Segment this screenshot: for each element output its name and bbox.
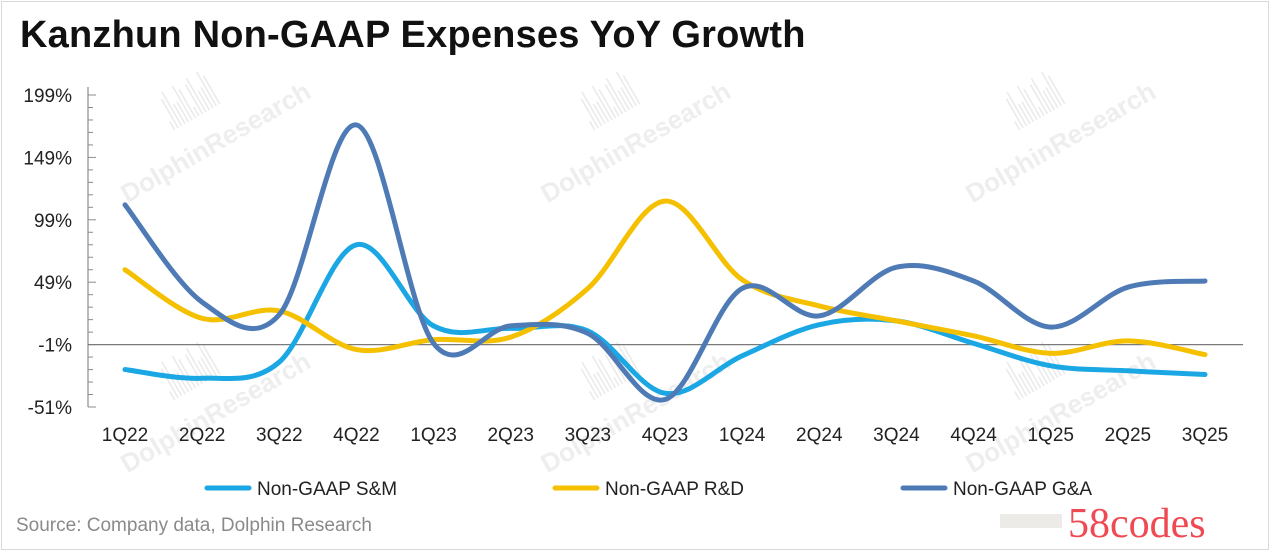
x-tick-label: 2Q22 [179,425,225,446]
x-tick-label: 1Q22 [102,425,148,446]
watermark: DolphinResearch [115,341,316,479]
x-tick-label: 4Q23 [642,425,688,446]
watermark: DolphinResearch [535,71,736,209]
brand-mark: 58codes [1068,501,1206,547]
x-tick-label: 3Q25 [1182,425,1228,446]
chart-title: Kanzhun Non-GAAP Expenses YoY Growth [20,14,806,56]
y-tick-label: -1% [38,336,72,357]
series-line-0 [122,242,1208,397]
legend-item: Non-GAAP R&D [552,479,744,500]
x-tick-label: 2Q25 [1105,425,1151,446]
x-tick-label: 1Q23 [410,425,456,446]
legend-label: Non-GAAP G&A [953,479,1092,500]
y-tick-label: 99% [34,211,72,232]
x-tick-label: 3Q23 [565,425,611,446]
watermark: DolphinResearch [115,71,316,209]
x-tick-label: 2Q23 [487,425,533,446]
x-tick-label: 4Q22 [333,425,379,446]
y-tick-label: 199% [23,86,72,107]
legend-item: Non-GAAP S&M [204,479,397,500]
series-lines [122,122,1208,403]
x-tick-label: 4Q24 [950,425,997,446]
watermark: DolphinResearch [960,71,1161,209]
source-note: Source: Company data, Dolphin Research [16,515,372,536]
y-tick-label: -51% [28,398,72,419]
watermark-layer: DolphinResearch DolphinResearch DolphinRes… [115,71,1161,479]
x-tick-label: 1Q24 [719,425,766,446]
legend-label: Non-GAAP S&M [257,479,397,500]
chart-axes: 199% 149% 99% 49% -1% -51% 1Q22 2Q22 3Q22 4Q22 1Q2… [23,86,1243,446]
y-tick-label: 149% [23,148,72,169]
x-tick-label: 2Q24 [796,425,843,446]
brand-bar [1000,514,1062,528]
x-tick-label: 3Q22 [256,425,302,446]
series-line-1 [122,198,1208,358]
series-line-2 [122,122,1208,403]
legend-label: Non-GAAP R&D [605,479,744,500]
legend-item: Non-GAAP G&A [900,479,1092,500]
x-tick-label: 1Q25 [1027,425,1073,446]
legend: Non-GAAP S&M Non-GAAP R&D Non-GAAP G&A [204,479,1092,500]
y-tick-label: 49% [34,273,72,294]
x-tick-label: 3Q24 [873,425,920,446]
